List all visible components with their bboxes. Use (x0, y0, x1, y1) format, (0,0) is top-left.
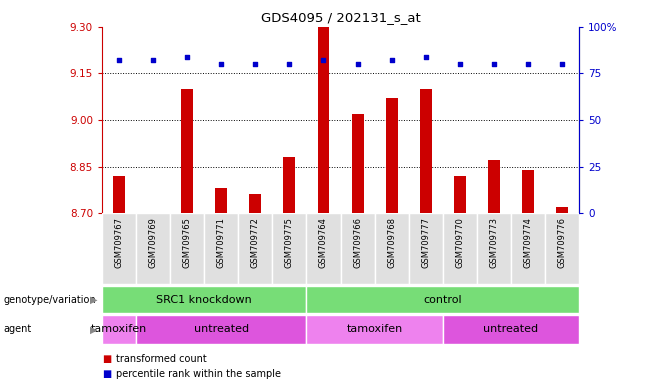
Bar (102, 213, 136, 284)
Point (182, 54, 192, 60)
Bar (215, 188, 227, 213)
Bar (374, 213, 409, 284)
Text: agent: agent (3, 324, 32, 334)
Text: tamoxifen: tamoxifen (91, 324, 147, 334)
Point (284, 61, 295, 67)
Bar (443, 315, 579, 344)
Text: GSM709767: GSM709767 (114, 217, 124, 268)
Bar (443, 213, 477, 284)
Point (557, 61, 567, 67)
Point (455, 61, 465, 67)
Bar (341, 213, 374, 284)
Text: GSM709772: GSM709772 (251, 217, 260, 268)
Bar (284, 157, 295, 213)
Text: GSM709766: GSM709766 (353, 217, 362, 268)
Bar (249, 194, 261, 213)
Bar (181, 89, 193, 213)
Point (250, 61, 261, 67)
Text: untreated: untreated (484, 324, 538, 334)
Bar (102, 286, 307, 313)
Text: GSM709764: GSM709764 (319, 217, 328, 268)
Bar (454, 176, 466, 213)
Text: GSM709768: GSM709768 (387, 217, 396, 268)
Text: SRC1 knockdown: SRC1 knockdown (157, 295, 252, 305)
Bar (511, 213, 545, 284)
Point (386, 57, 397, 63)
Point (489, 61, 499, 67)
Text: ■: ■ (102, 369, 111, 379)
Text: tamoxifen: tamoxifen (347, 324, 403, 334)
Bar (351, 114, 363, 213)
Text: GSM709775: GSM709775 (285, 217, 294, 268)
Point (318, 57, 329, 63)
Bar (477, 213, 511, 284)
Bar (409, 213, 443, 284)
Point (352, 61, 363, 67)
Text: GSM709765: GSM709765 (183, 217, 191, 268)
Bar (545, 213, 579, 284)
Bar (420, 89, 432, 213)
Bar (307, 315, 443, 344)
Bar (488, 161, 500, 213)
Bar (136, 213, 170, 284)
Text: GSM709774: GSM709774 (523, 217, 532, 268)
Point (522, 61, 533, 67)
Text: ▶: ▶ (90, 295, 97, 305)
Text: GSM709776: GSM709776 (557, 217, 567, 268)
Title: GDS4095 / 202131_s_at: GDS4095 / 202131_s_at (261, 11, 420, 24)
Bar (386, 98, 397, 213)
Text: percentile rank within the sample: percentile rank within the sample (116, 369, 282, 379)
Point (420, 54, 431, 60)
Text: ▶: ▶ (90, 324, 97, 334)
Text: genotype/variation: genotype/variation (3, 295, 96, 305)
Bar (204, 213, 238, 284)
Bar (318, 27, 330, 213)
Point (148, 57, 159, 63)
Point (114, 57, 124, 63)
Bar (272, 213, 307, 284)
Text: untreated: untreated (193, 324, 249, 334)
Bar (136, 315, 307, 344)
Bar (556, 207, 568, 213)
Bar (522, 170, 534, 213)
Bar (113, 176, 125, 213)
Bar (307, 213, 340, 284)
Text: ■: ■ (102, 354, 111, 364)
Text: GSM709769: GSM709769 (149, 217, 158, 268)
Bar (307, 286, 579, 313)
Text: GSM709771: GSM709771 (216, 217, 226, 268)
Text: control: control (424, 295, 462, 305)
Bar (170, 213, 204, 284)
Point (216, 61, 226, 67)
Bar (102, 315, 136, 344)
Text: GSM709770: GSM709770 (455, 217, 465, 268)
Text: GSM709773: GSM709773 (490, 217, 498, 268)
Text: transformed count: transformed count (116, 354, 207, 364)
Text: GSM709777: GSM709777 (421, 217, 430, 268)
Bar (238, 213, 272, 284)
